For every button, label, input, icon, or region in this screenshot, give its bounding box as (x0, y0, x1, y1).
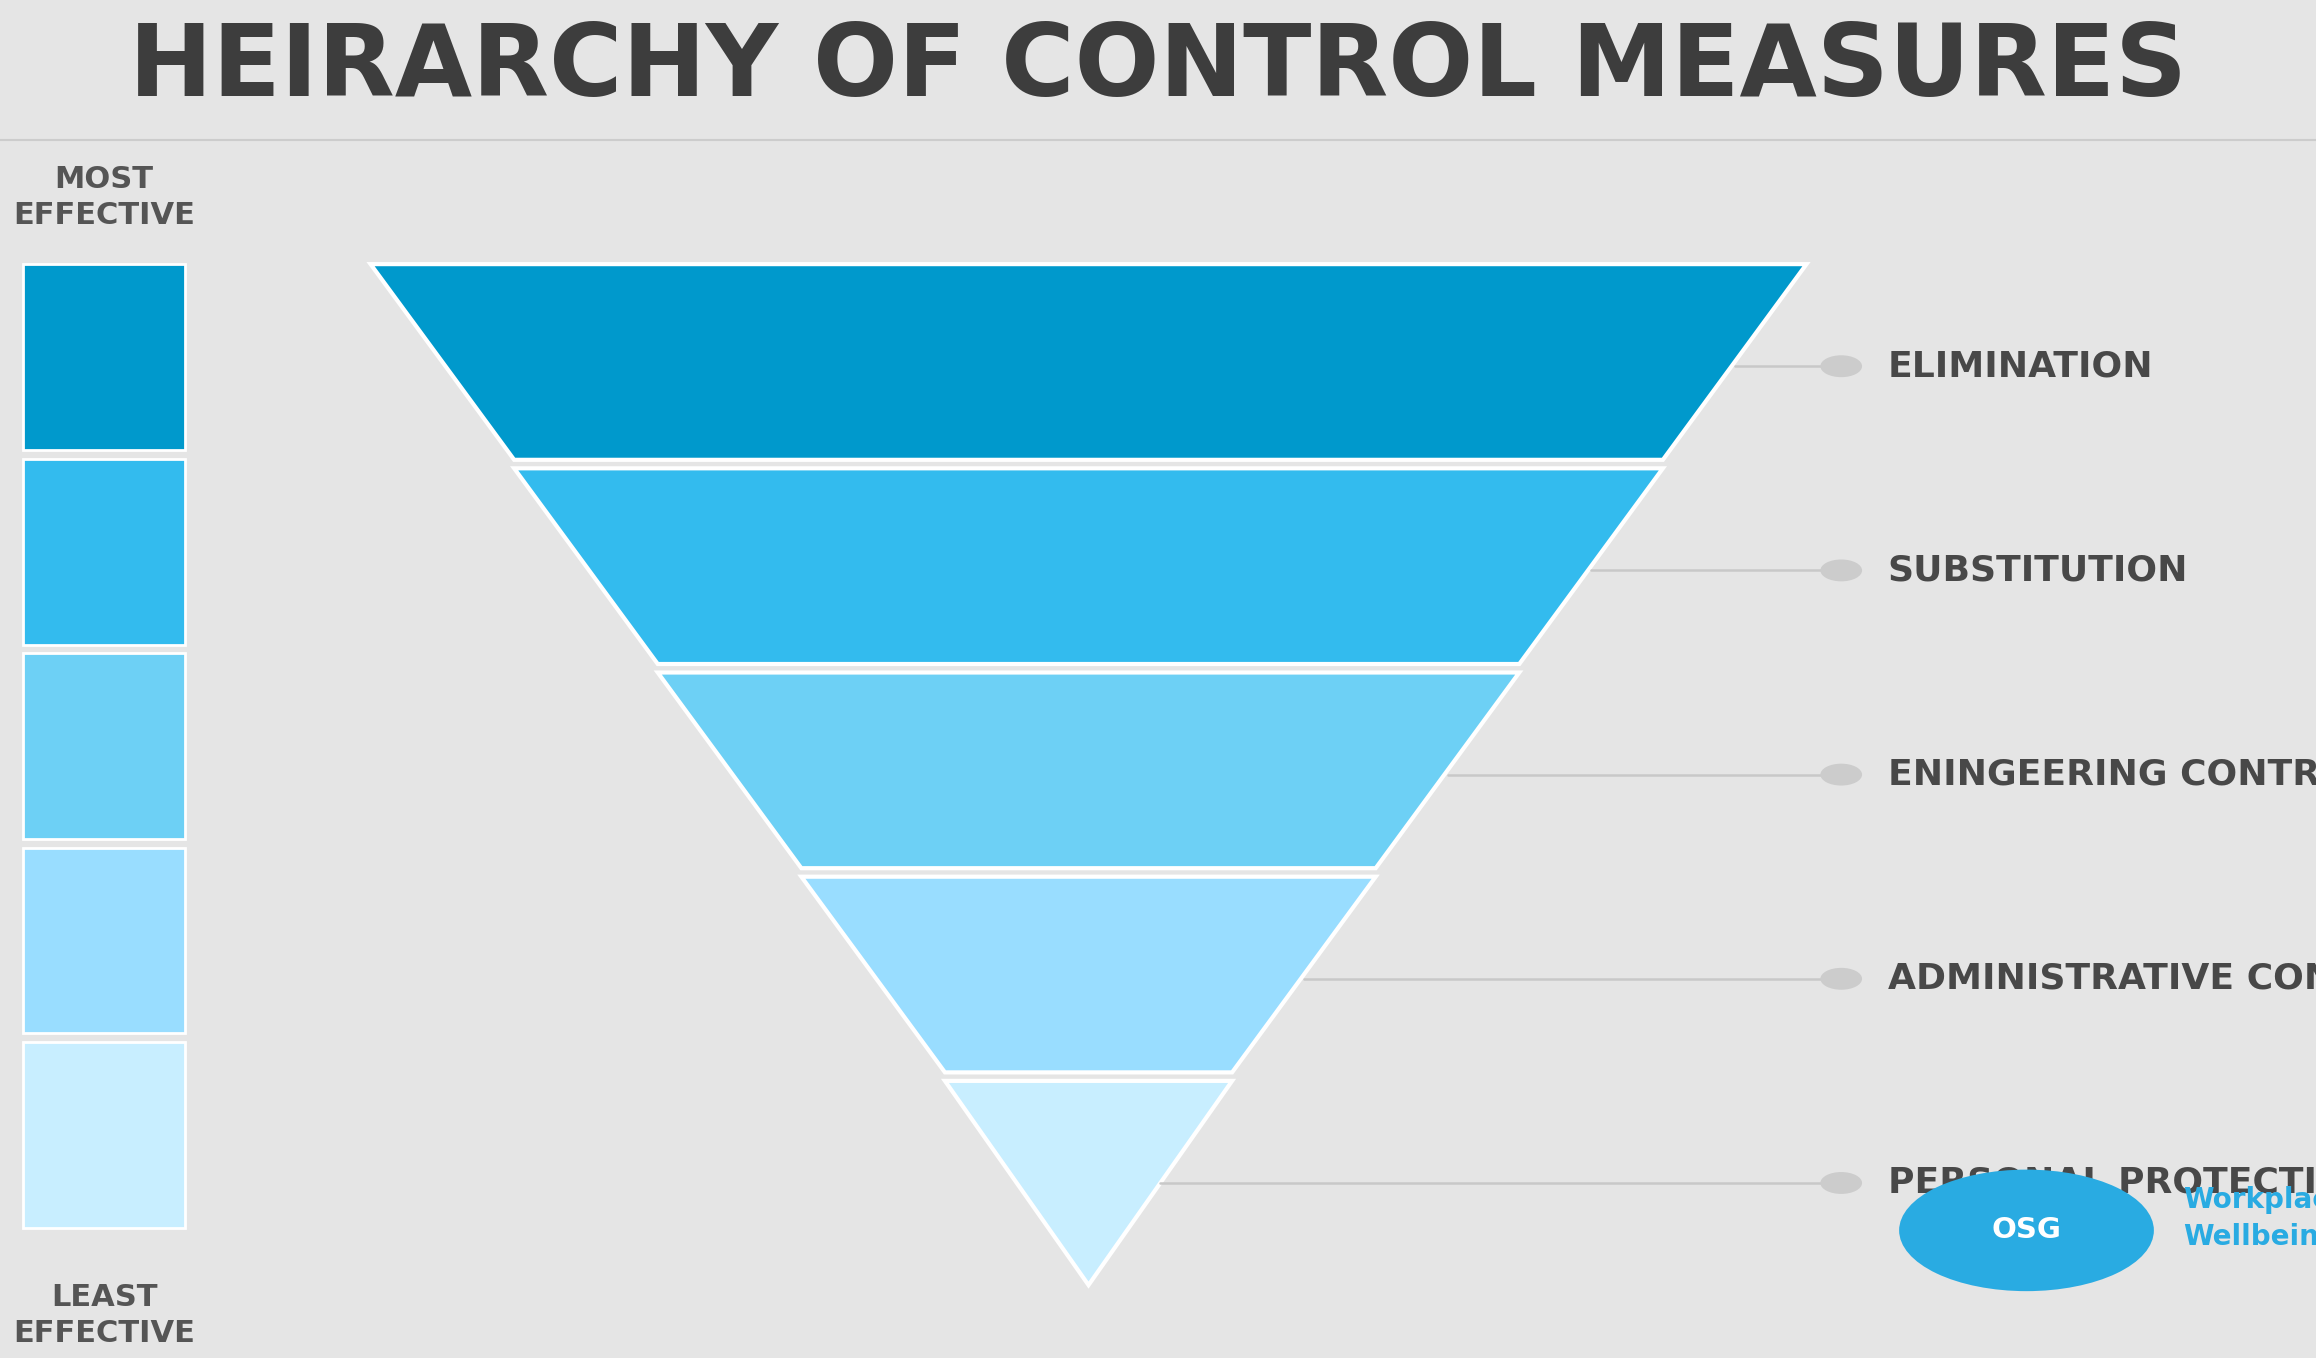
Text: SUBSTITUTION: SUBSTITUTION (1888, 554, 2189, 588)
Circle shape (1820, 763, 1862, 785)
Text: OSG: OSG (1992, 1217, 2061, 1244)
Circle shape (1820, 1172, 1862, 1194)
Circle shape (1820, 356, 1862, 378)
Polygon shape (514, 469, 1663, 664)
Text: ADMINISTRATIVE CONTROLS: ADMINISTRATIVE CONTROLS (1888, 961, 2316, 995)
Text: ENINGEERING CONTROLS: ENINGEERING CONTROLS (1888, 758, 2316, 792)
Text: ELIMINATION: ELIMINATION (1888, 349, 2154, 383)
Bar (23, 847, 185, 1033)
Bar (23, 459, 185, 645)
Text: LEAST
EFFECTIVE: LEAST EFFECTIVE (14, 1283, 195, 1348)
Bar (23, 1042, 185, 1228)
Bar (23, 263, 185, 449)
Circle shape (1820, 559, 1862, 581)
Text: MOST
EFFECTIVE: MOST EFFECTIVE (14, 164, 195, 230)
Circle shape (1820, 968, 1862, 990)
Text: HEIRARCHY OF CONTROL MEASURES: HEIRARCHY OF CONTROL MEASURES (130, 20, 2186, 117)
Polygon shape (658, 672, 1519, 868)
Polygon shape (945, 1081, 1232, 1285)
Polygon shape (371, 263, 1806, 460)
Polygon shape (801, 877, 1376, 1073)
Text: Workplace
Wellbeing: Workplace Wellbeing (2184, 1186, 2316, 1251)
Bar (23, 653, 185, 839)
Text: PERSONAL PROTECTIVE EQUIPMENT: PERSONAL PROTECTIVE EQUIPMENT (1888, 1167, 2316, 1200)
Ellipse shape (1899, 1169, 2154, 1291)
